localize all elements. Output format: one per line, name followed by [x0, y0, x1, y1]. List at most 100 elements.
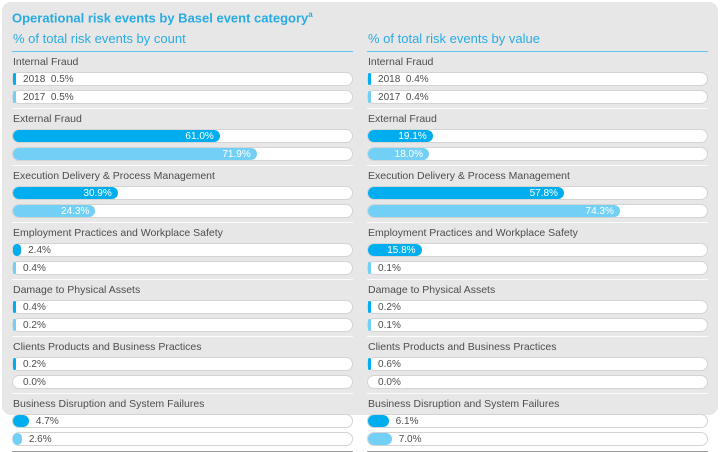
bar-track-2018: 2018 0.5% [12, 72, 353, 87]
bar-fill-2017 [13, 91, 16, 104]
bar-track-2017: 18.0% [367, 147, 708, 162]
bar-fill-2018 [368, 244, 422, 257]
category-group: Internal Fraud 2018 0.5% 2017 0.5% [12, 52, 353, 105]
category-label: Business Disruption and System Failures [13, 398, 205, 411]
bar-value-label: 2018 0.5% [23, 74, 74, 86]
bar-track-2018: 4.7% [12, 414, 353, 429]
bar-fill-2017 [368, 148, 430, 161]
bar-fill-2018 [368, 301, 371, 314]
bar-groups-by-count: Internal Fraud 2018 0.5% 2017 0.5% External… [12, 52, 353, 447]
category-label: Execution Delivery & Process Management [13, 170, 215, 183]
bar-groups-by-value: Internal Fraud 2018 0.4% 2017 0.4% External… [367, 52, 708, 447]
category-label: Clients Products and Business Practices [13, 341, 202, 354]
bar-value-label: 30.9% [83, 188, 112, 200]
column-title-by-value: % of total risk events by value [367, 29, 708, 53]
bar-value-label: 0.2% [23, 320, 46, 332]
bar-fill-2017 [13, 262, 16, 275]
bar-fill-2018 [13, 187, 118, 200]
chart-columns: % of total risk events by count Internal… [12, 29, 708, 452]
bar-track-2017: 2017 0.4% [367, 90, 708, 105]
category-group: Clients Products and Business Practices 0… [12, 336, 353, 390]
bar-value-label: 71.9% [222, 149, 251, 161]
bar-value-label: 2.4% [28, 245, 51, 257]
bar-track-2017: 2017 0.5% [12, 90, 353, 105]
category-group: Damage to Physical Assets 0.2% 0.1% [367, 279, 708, 333]
bar-fill-2018 [368, 73, 371, 86]
bar-track-2017: 24.3% [12, 204, 353, 219]
chart-column-by-value: % of total risk events by value Internal… [367, 29, 708, 452]
category-label: Damage to Physical Assets [13, 284, 141, 297]
column-title-by-count: % of total risk events by count [12, 29, 353, 53]
category-label: Employment Practices and Workplace Safet… [368, 227, 578, 240]
category-group: Clients Products and Business Practices 0… [367, 336, 708, 390]
bar-track-2017: 7.0% [367, 432, 708, 447]
category-group: Employment Practices and Workplace Safet… [12, 222, 353, 276]
category-label: Internal Fraud [13, 56, 79, 69]
category-group: Business Disruption and System Failures 4… [12, 393, 353, 447]
bar-track-2017: 0.0% [367, 375, 708, 390]
bar-value-label: 6.1% [395, 416, 419, 428]
category-group: Execution Delivery & Process Management 3… [12, 165, 353, 219]
category-label: Execution Delivery & Process Management [368, 170, 570, 183]
bar-value-label: 0.4% [23, 263, 46, 275]
bar-value-label: 15.8% [387, 245, 416, 257]
bar-value-label: 19.1% [398, 131, 427, 143]
bar-value-label: 4.7% [35, 416, 59, 428]
bar-value-label: 0.1% [378, 263, 401, 275]
chart-column-by-count: % of total risk events by count Internal… [12, 29, 353, 452]
chart-title: Operational risk events by Basel event c… [12, 7, 708, 29]
bar-track-2018: 57.8% [367, 186, 708, 201]
category-label: External Fraud [13, 113, 82, 126]
bar-fill-2017 [13, 148, 257, 161]
category-group: External Fraud 19.1% 18.0% [367, 108, 708, 162]
bar-fill-2017 [368, 319, 371, 332]
bar-fill-2017 [368, 205, 620, 218]
bar-fill-2018 [368, 130, 433, 143]
bar-fill-2018 [368, 187, 564, 200]
bar-track-2017: 74.3% [367, 204, 708, 219]
category-label: Employment Practices and Workplace Safet… [13, 227, 223, 240]
bar-track-2018: 2018 0.4% [367, 72, 708, 87]
bar-fill-2017 [368, 262, 371, 275]
category-label: Clients Products and Business Practices [368, 341, 557, 354]
bar-value-label: 7.0% [398, 434, 422, 446]
bar-value-label: 2017 0.4% [378, 92, 429, 104]
bar-track-2017: 71.9% [12, 147, 353, 162]
bar-fill-2018 [13, 244, 22, 257]
bar-track-2018: 0.4% [12, 300, 353, 315]
bar-fill-2018 [13, 415, 29, 428]
bar-fill-2017 [13, 319, 16, 332]
bar-value-label: 0.6% [378, 359, 401, 371]
bar-value-label: 0.2% [23, 359, 46, 371]
bar-fill-2018 [13, 130, 220, 143]
bar-value-label: 2018 0.4% [378, 74, 429, 86]
bar-track-2018: 0.6% [367, 357, 708, 372]
bar-value-label: 0.0% [378, 377, 401, 389]
bar-fill-2017 [368, 91, 371, 104]
bar-fill-2018 [13, 358, 16, 371]
category-label: Damage to Physical Assets [368, 284, 496, 297]
bar-fill-2018 [368, 358, 371, 371]
category-group: Internal Fraud 2018 0.4% 2017 0.4% [367, 52, 708, 105]
bar-value-label: 2017 0.5% [23, 92, 74, 104]
bar-fill-2017 [13, 205, 96, 218]
bar-value-label: 2.6% [28, 434, 52, 446]
bar-value-label: 0.2% [378, 302, 401, 314]
bar-track-2017: 2.6% [12, 432, 353, 447]
bar-fill-2018 [368, 415, 389, 428]
category-group: External Fraud 61.0% 71.9% [12, 108, 353, 162]
bar-track-2018: 30.9% [12, 186, 353, 201]
bar-value-label: 74.3% [585, 206, 614, 218]
bar-fill-2017 [13, 433, 22, 446]
bar-track-2018: 61.0% [12, 129, 353, 144]
bar-track-2018: 0.2% [12, 357, 353, 372]
bar-track-2018: 0.2% [367, 300, 708, 315]
bar-value-label: 24.3% [61, 206, 90, 218]
chart-title-text: Operational risk events by Basel event c… [12, 10, 309, 26]
category-group: Employment Practices and Workplace Safet… [367, 222, 708, 276]
bar-fill-2018 [13, 301, 16, 314]
bar-fill-2018 [13, 73, 16, 86]
bar-track-2017: 0.1% [367, 261, 708, 276]
category-group: Damage to Physical Assets 0.4% 0.2% [12, 279, 353, 333]
